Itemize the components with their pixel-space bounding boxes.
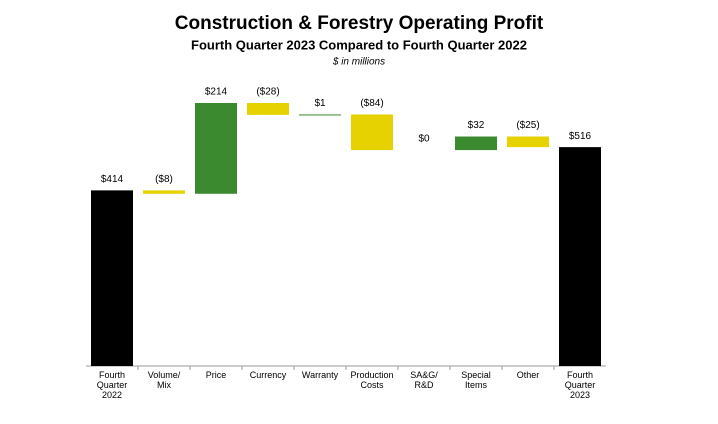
x-tick-label: Special Items [461, 370, 491, 390]
value-label: $414 [101, 174, 124, 185]
x-tick-label: SA&G/ R&D [410, 370, 438, 390]
value-label: $32 [468, 120, 485, 131]
value-label: ($8) [155, 174, 173, 185]
bar [351, 114, 393, 151]
bar [559, 147, 601, 366]
x-tick-label: Warranty [301, 370, 339, 380]
value-label: ($28) [256, 87, 279, 98]
unit-note: $ in millions [332, 57, 385, 68]
x-tick-label: Other [516, 370, 540, 380]
x-tick-label: Fourth Quarter 2022 [96, 370, 128, 400]
chart-title: Construction & Forestry Operating Profit [175, 13, 544, 34]
value-label: $214 [205, 87, 228, 98]
value-label: $0 [418, 134, 430, 145]
x-tick-label: Price [205, 370, 227, 380]
bar [195, 103, 237, 194]
x-tick-label: Production Costs [350, 370, 394, 390]
chart-subtitle: Fourth Quarter 2023 Compared to Fourth Q… [191, 37, 527, 52]
x-tick-label: Currency [249, 370, 287, 380]
x-tick-label: Fourth Quarter 2023 [564, 370, 596, 400]
x-tick-label: Volume/ Mix [147, 370, 181, 390]
bar [299, 114, 341, 116]
bar [91, 190, 133, 366]
value-label: $1 [314, 98, 326, 109]
bar [247, 103, 289, 115]
value-label: $516 [569, 131, 592, 142]
value-label: ($25) [516, 120, 539, 131]
bar [143, 190, 185, 194]
bar [455, 136, 497, 151]
bar [507, 136, 549, 148]
value-label: ($84) [360, 98, 383, 109]
